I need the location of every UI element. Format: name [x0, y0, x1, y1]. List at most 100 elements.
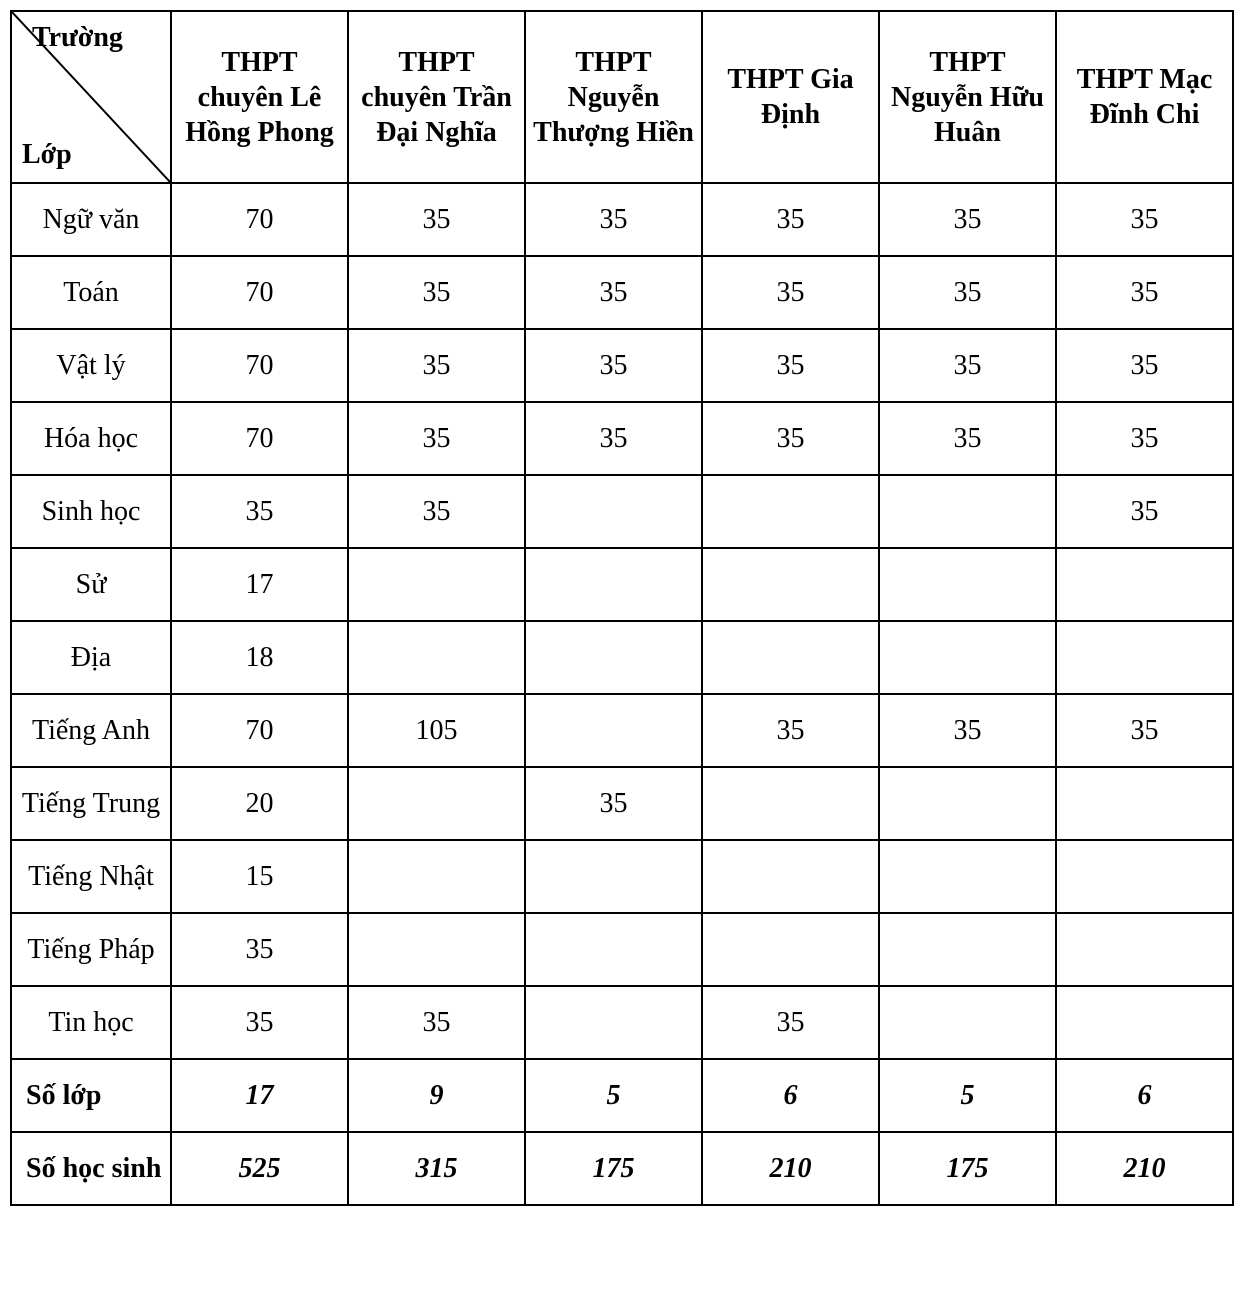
cell: 35: [879, 329, 1056, 402]
cell: [1056, 548, 1233, 621]
cell: [879, 621, 1056, 694]
table-row: Tiếng Nhật15: [11, 840, 1233, 913]
cell: [1056, 913, 1233, 986]
cell: [879, 913, 1056, 986]
cell: 35: [348, 986, 525, 1059]
cell: 35: [348, 256, 525, 329]
table-row: Tiếng Trung2035: [11, 767, 1233, 840]
cell: 35: [879, 256, 1056, 329]
cell: [702, 840, 879, 913]
summary-cell: 17: [171, 1059, 348, 1132]
table-row: Tin học353535: [11, 986, 1233, 1059]
cell: 35: [171, 986, 348, 1059]
cell: [879, 767, 1056, 840]
summary-label: Số lớp: [11, 1059, 171, 1132]
cell: 35: [525, 402, 702, 475]
table-row: Hóa học703535353535: [11, 402, 1233, 475]
row-label: Toán: [11, 256, 171, 329]
cell: 35: [348, 475, 525, 548]
summary-cell: 525: [171, 1132, 348, 1205]
cell: [702, 913, 879, 986]
table-row: Tiếng Anh70105353535: [11, 694, 1233, 767]
cell: 70: [171, 256, 348, 329]
summary-cell: 6: [1056, 1059, 1233, 1132]
cell: [702, 548, 879, 621]
cell: 35: [702, 183, 879, 256]
cell: 35: [879, 402, 1056, 475]
table-body: Ngữ văn703535353535Toán703535353535Vật l…: [11, 183, 1233, 1205]
row-label: Sử: [11, 548, 171, 621]
cell: 35: [879, 694, 1056, 767]
corner-top-label: Trường: [32, 20, 160, 55]
row-label: Tiếng Trung: [11, 767, 171, 840]
row-label: Hóa học: [11, 402, 171, 475]
cell: [525, 548, 702, 621]
cell: 35: [348, 183, 525, 256]
cell: [879, 548, 1056, 621]
summary-cell: 315: [348, 1132, 525, 1205]
table-row: Tiếng Pháp35: [11, 913, 1233, 986]
cell: [525, 913, 702, 986]
row-label: Tiếng Pháp: [11, 913, 171, 986]
cell: 35: [702, 402, 879, 475]
row-label: Ngữ văn: [11, 183, 171, 256]
cell: 35: [702, 986, 879, 1059]
cell: [525, 840, 702, 913]
summary-label: Số học sinh: [11, 1132, 171, 1205]
cell: [1056, 986, 1233, 1059]
row-label: Tiếng Anh: [11, 694, 171, 767]
row-label: Tiếng Nhật: [11, 840, 171, 913]
row-label: Vật lý: [11, 329, 171, 402]
enrollment-table: Trường Lớp THPT chuyên Lê Hồng Phong THP…: [10, 10, 1234, 1206]
cell: [702, 767, 879, 840]
cell: 70: [171, 402, 348, 475]
summary-cell: 210: [1056, 1132, 1233, 1205]
corner-header: Trường Lớp: [11, 11, 171, 183]
cell: 17: [171, 548, 348, 621]
table-row: Sinh học353535: [11, 475, 1233, 548]
cell: [348, 548, 525, 621]
cell: 35: [1056, 694, 1233, 767]
cell: 35: [1056, 329, 1233, 402]
cell: 35: [1056, 256, 1233, 329]
cell: [1056, 621, 1233, 694]
summary-row: Số lớp1795656: [11, 1059, 1233, 1132]
table-row: Địa18: [11, 621, 1233, 694]
summary-cell: 210: [702, 1132, 879, 1205]
summary-cell: 175: [525, 1132, 702, 1205]
cell: [1056, 840, 1233, 913]
cell: 35: [702, 256, 879, 329]
cell: 35: [348, 402, 525, 475]
cell: [879, 475, 1056, 548]
table-row: Toán703535353535: [11, 256, 1233, 329]
cell: [702, 475, 879, 548]
cell: [879, 986, 1056, 1059]
cell: [879, 840, 1056, 913]
header-row: Trường Lớp THPT chuyên Lê Hồng Phong THP…: [11, 11, 1233, 183]
cell: 18: [171, 621, 348, 694]
cell: 35: [1056, 183, 1233, 256]
col-header: THPT Mạc Đĩnh Chi: [1056, 11, 1233, 183]
cell: [525, 986, 702, 1059]
cell: 35: [348, 329, 525, 402]
cell: 35: [879, 183, 1056, 256]
summary-row: Số học sinh525315175210175210: [11, 1132, 1233, 1205]
cell: [348, 767, 525, 840]
col-header: THPT Gia Định: [702, 11, 879, 183]
cell: [525, 621, 702, 694]
cell: 35: [525, 256, 702, 329]
table-row: Ngữ văn703535353535: [11, 183, 1233, 256]
summary-cell: 5: [525, 1059, 702, 1132]
cell: 35: [525, 767, 702, 840]
cell: [1056, 767, 1233, 840]
corner-bottom-label: Lớp: [22, 137, 72, 172]
cell: 70: [171, 694, 348, 767]
cell: 35: [525, 183, 702, 256]
col-header: THPT Nguyễn Hữu Huân: [879, 11, 1056, 183]
row-label: Địa: [11, 621, 171, 694]
cell: [525, 694, 702, 767]
summary-cell: 6: [702, 1059, 879, 1132]
table-row: Vật lý703535353535: [11, 329, 1233, 402]
cell: 35: [1056, 402, 1233, 475]
cell: 35: [702, 694, 879, 767]
